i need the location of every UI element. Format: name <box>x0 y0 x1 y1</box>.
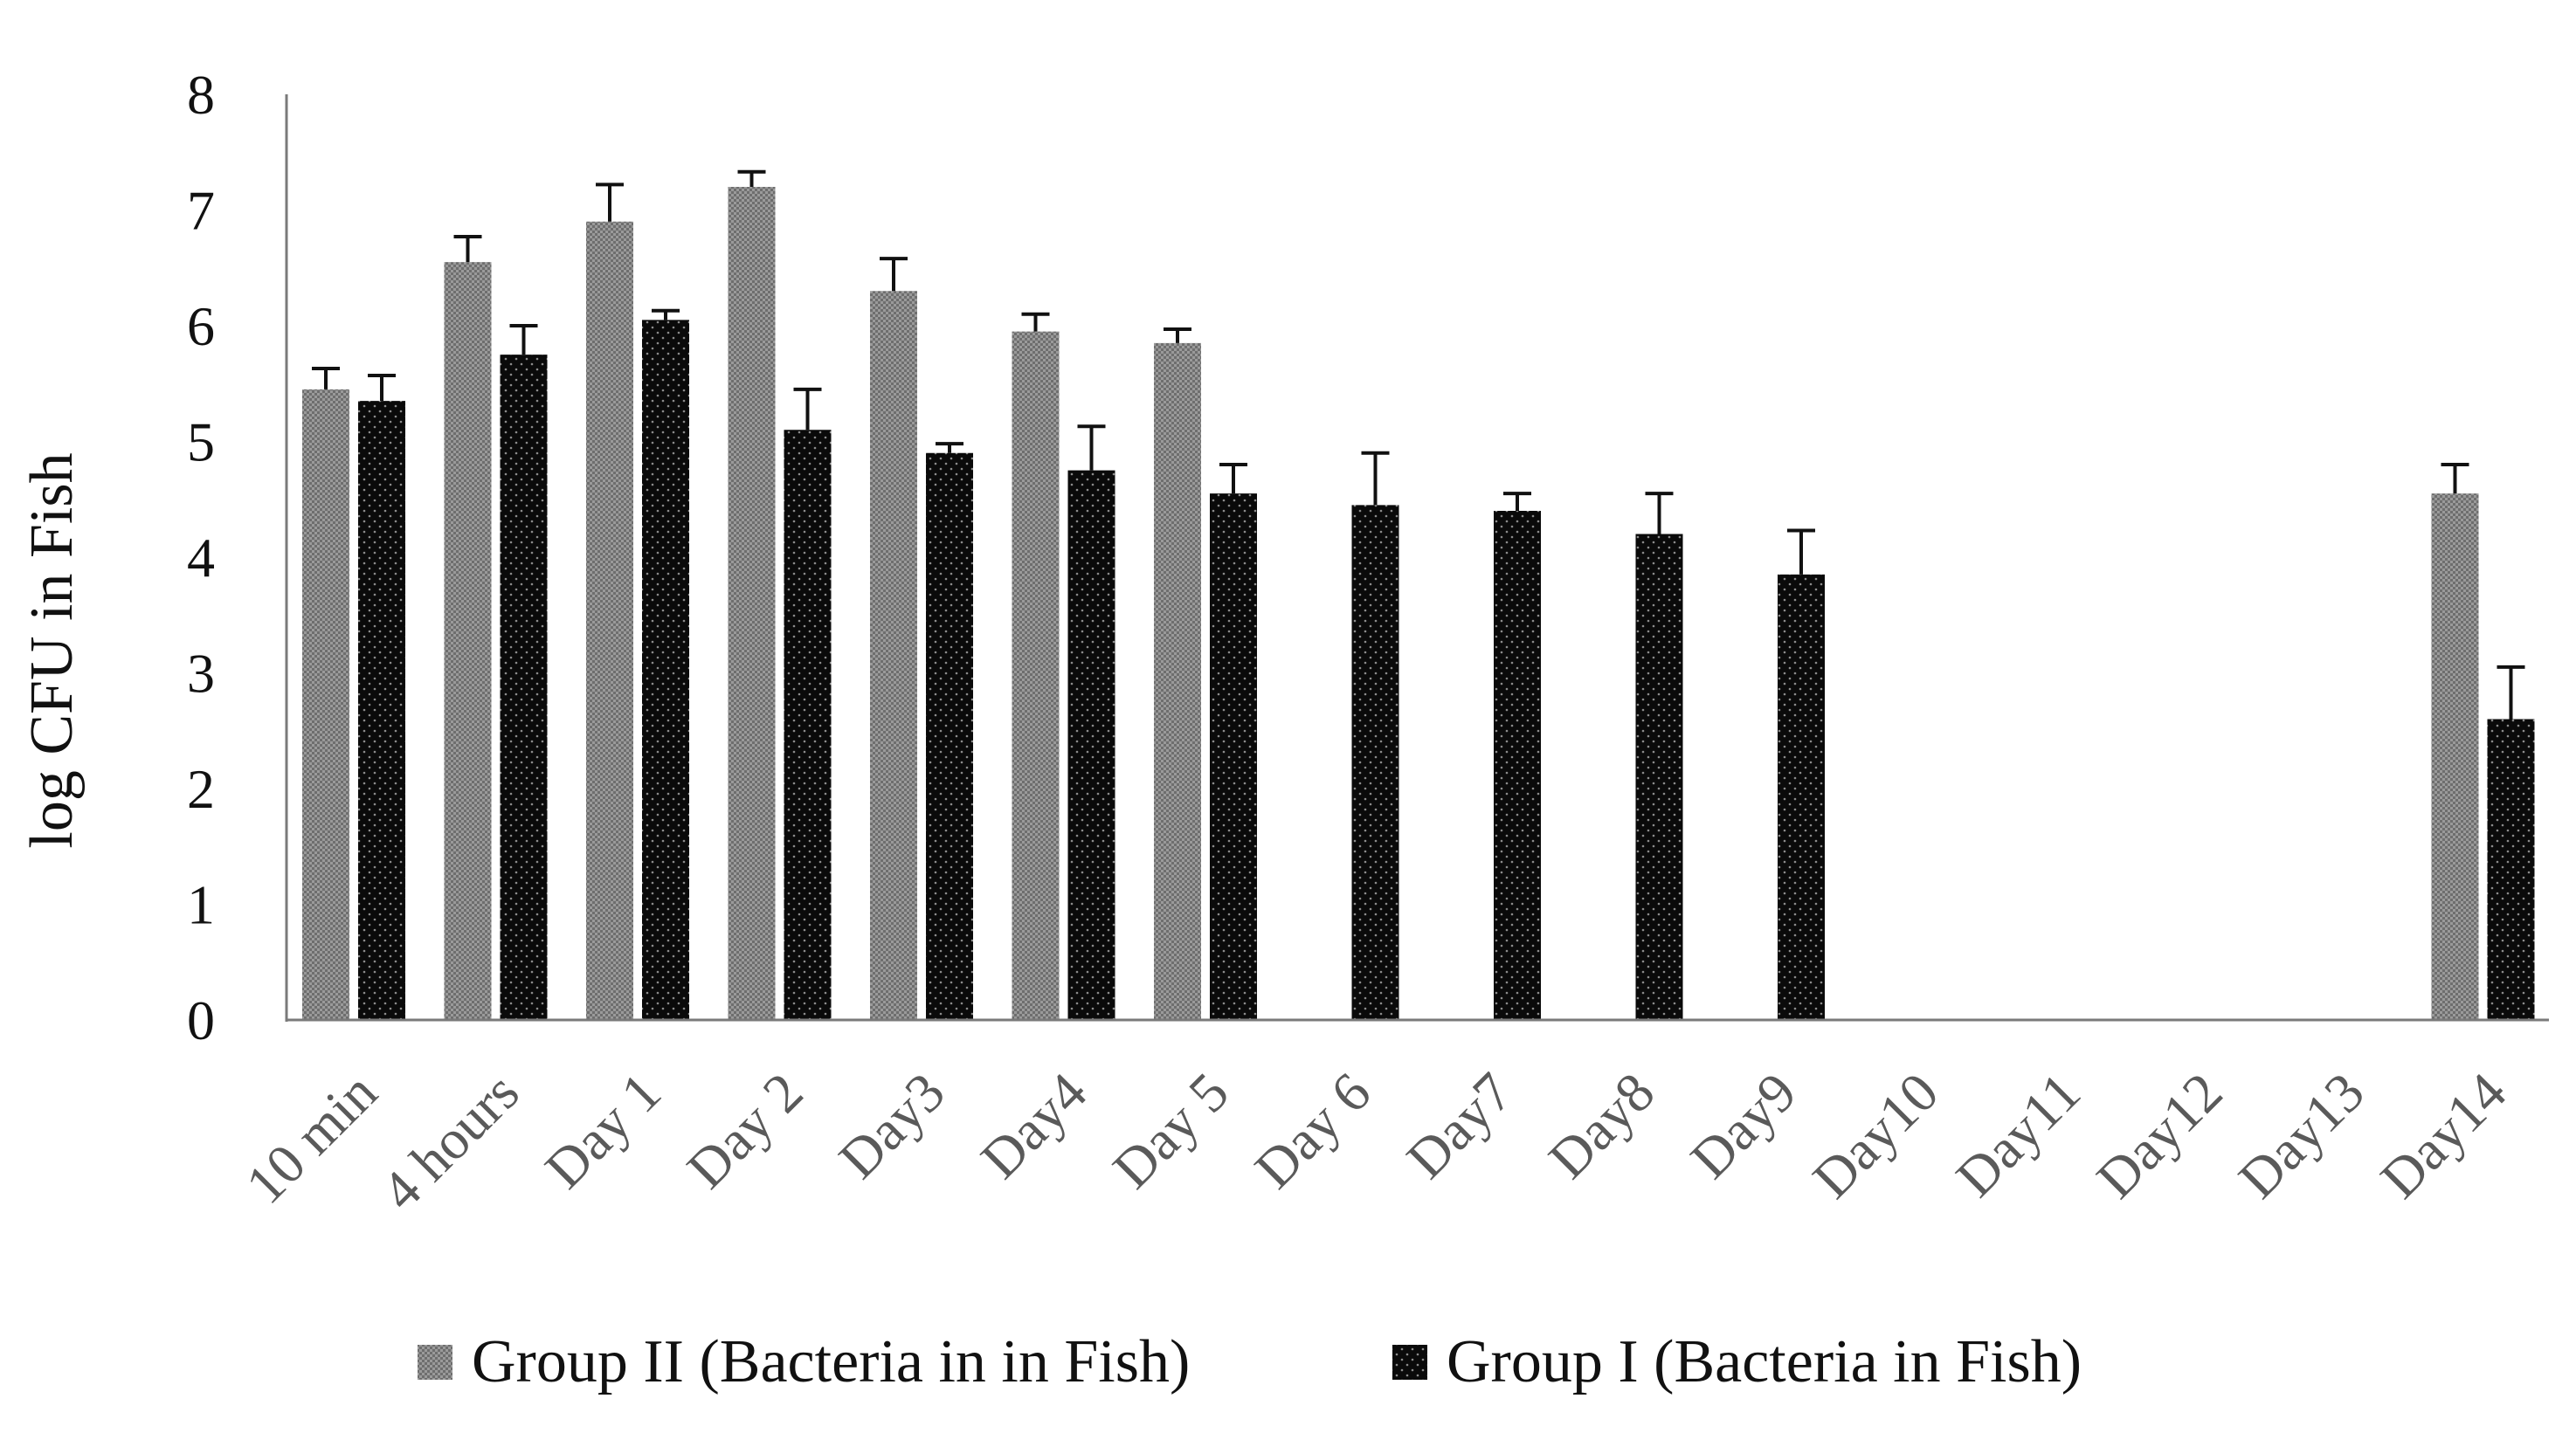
error-bar <box>652 308 680 320</box>
x-tick-label: 4 hours <box>369 1061 531 1223</box>
error-bar <box>312 367 340 389</box>
legend-label-group-i: Group I (Bacteria in Fish) <box>1447 1328 2082 1395</box>
bar-group-ii <box>1012 331 1060 1020</box>
bar-group-ii <box>870 291 917 1020</box>
y-axis-title-group: log CFU in Fish <box>18 452 86 848</box>
x-tick-label: Day3 <box>827 1061 957 1190</box>
y-tick-label: 6 <box>187 295 215 357</box>
x-tick-label: Day13 <box>2227 1061 2376 1210</box>
error-bar <box>509 324 538 355</box>
bar-group-i <box>500 355 548 1020</box>
error-bar <box>1503 492 1531 511</box>
bar-group-i <box>926 452 973 1020</box>
bar-group-i <box>1067 470 1115 1020</box>
bar-group-i <box>784 430 832 1020</box>
error-bar <box>453 234 482 263</box>
error-bar <box>936 442 963 453</box>
x-tick-label: Day8 <box>1537 1061 1666 1190</box>
x-tick-label: Day 1 <box>533 1061 673 1201</box>
error-bar <box>1077 424 1106 471</box>
x-tick-label: 10 min <box>234 1061 389 1216</box>
bar-group-i <box>1778 574 1825 1020</box>
error-bar <box>1361 451 1390 506</box>
x-tick-label: Day10 <box>1801 1061 1951 1210</box>
y-tick-label: 4 <box>187 527 215 589</box>
x-tick-label: Day 6 <box>1243 1061 1383 1201</box>
error-bar <box>1787 528 1815 575</box>
x-tick-label: Day 5 <box>1101 1061 1240 1201</box>
bars-layer <box>302 187 2535 1020</box>
bar-group-i <box>2487 719 2535 1020</box>
y-tick-label: 0 <box>187 989 215 1051</box>
bar-group-i <box>642 320 689 1020</box>
error-bar <box>368 373 396 402</box>
legend-item-group-i: Group I (Bacteria in Fish) <box>1392 1328 2082 1395</box>
y-tick-labels: 0 1 2 3 4 5 6 7 8 <box>187 64 215 1051</box>
error-bar <box>737 169 766 187</box>
bar-group-ii <box>586 221 633 1020</box>
y-tick-label: 2 <box>187 758 215 820</box>
x-tick-label: Day4 <box>969 1061 1098 1190</box>
error-bar <box>2497 665 2525 720</box>
bar-group-ii <box>302 389 349 1020</box>
bar-group-i <box>358 401 405 1020</box>
x-tick-label: Day14 <box>2369 1061 2518 1210</box>
error-bar <box>1219 463 1247 494</box>
bar-group-i <box>1351 505 1399 1020</box>
x-tick-label: Day7 <box>1395 1061 1524 1190</box>
y-tick-label: 3 <box>187 643 215 705</box>
bar-group-i <box>1210 493 1257 1020</box>
y-axis-title: log CFU in Fish <box>18 452 86 848</box>
error-bar <box>793 387 822 431</box>
bar-group-ii <box>1154 342 1201 1020</box>
y-tick-label: 5 <box>187 411 215 473</box>
error-bar <box>2441 463 2469 494</box>
error-bar <box>596 183 624 222</box>
error-bar <box>1021 312 1050 332</box>
x-tick-label: Day12 <box>2085 1061 2234 1210</box>
axes-layer <box>285 94 2549 1022</box>
legend-item-group-ii: Group II (Bacteria in in Fish) <box>418 1328 1190 1395</box>
legend-swatch-group-ii <box>418 1345 452 1380</box>
error-bar <box>1645 492 1674 534</box>
bar-group-i <box>1494 511 1541 1020</box>
legend-label-group-ii: Group II (Bacteria in in Fish) <box>472 1328 1190 1395</box>
legend-swatch-group-i <box>1392 1345 1427 1380</box>
error-bars-layer <box>312 169 2525 720</box>
y-tick-label: 7 <box>187 180 215 242</box>
error-bar <box>880 257 908 292</box>
x-tick-label: Day9 <box>1679 1061 1808 1190</box>
error-bar <box>1164 327 1191 343</box>
bar-group-i <box>1635 534 1683 1020</box>
y-tick-label: 8 <box>187 64 215 126</box>
bar-group-ii <box>728 187 776 1020</box>
x-tick-label: Day 2 <box>675 1061 815 1201</box>
y-tick-label: 1 <box>187 874 215 936</box>
x-tick-label: Day11 <box>1944 1061 2092 1209</box>
bar-group-ii <box>2431 493 2479 1020</box>
legend: Group II (Bacteria in in Fish) Group I (… <box>418 1328 2082 1395</box>
bar-group-ii <box>444 262 492 1020</box>
